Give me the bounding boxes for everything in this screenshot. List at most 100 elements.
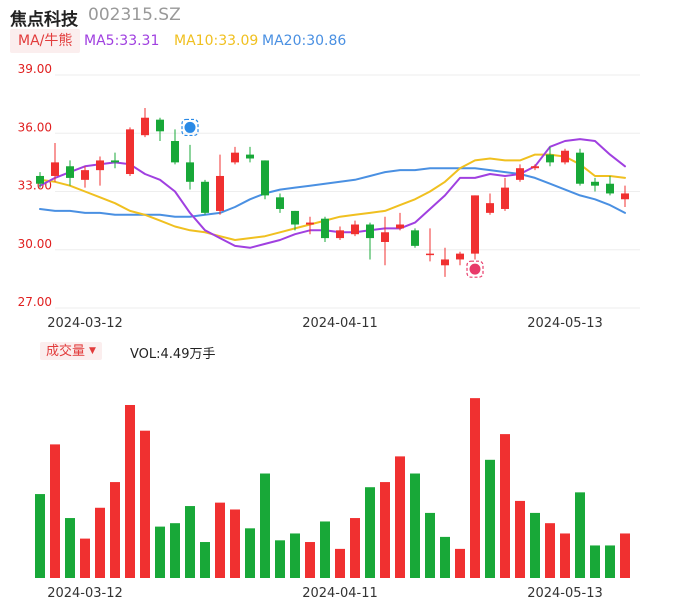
ma5-label: MA5:33.31 [84,33,160,49]
candle-body[interactable] [246,154,254,159]
volume-bar[interactable] [395,456,405,578]
candle-body[interactable] [471,195,479,254]
bear-signal-icon[interactable] [184,121,196,133]
volume-bar[interactable] [380,482,390,578]
volume-bar[interactable] [500,434,510,578]
volume-bar[interactable] [425,512,435,578]
candle-body[interactable] [561,150,569,163]
volume-bar[interactable] [590,545,600,578]
candle-body[interactable] [51,162,59,176]
volume-bar[interactable] [35,494,45,578]
volume-bar[interactable] [335,548,345,578]
y-tick-label: 36.00 [18,120,52,134]
y-tick-label: 30.00 [18,237,52,251]
candle-body[interactable] [621,193,629,200]
volume-bar[interactable] [230,509,240,578]
stock-name: 焦点科技 [10,10,78,30]
candle-body[interactable] [141,117,149,136]
candle-body[interactable] [366,224,374,239]
x-tick-label: 2024-04-11 [302,316,378,331]
volume-bar[interactable] [185,506,195,578]
candle-body[interactable] [96,160,104,171]
candle-body[interactable] [396,224,404,229]
dropdown-triangle-icon: ▼ [89,346,96,356]
volume-bar[interactable] [560,533,570,578]
candle-body[interactable] [501,187,509,209]
candle-body[interactable] [36,175,44,184]
candle-body[interactable] [261,160,269,196]
volume-bar[interactable] [245,528,255,578]
candle-body[interactable] [231,152,239,163]
candle-body[interactable] [111,160,119,163]
volume-bar[interactable] [140,430,150,578]
candle-body[interactable] [606,183,614,194]
candle-body[interactable] [456,253,464,260]
candle-body[interactable] [321,218,329,239]
candle-body[interactable] [381,232,389,242]
candle-body[interactable] [186,162,194,182]
candle-body[interactable] [66,166,74,178]
candle-body[interactable] [81,170,89,180]
candle-body[interactable] [201,181,209,213]
candle-body[interactable] [426,253,434,256]
bear-signal-icon-frame [181,118,199,137]
volume-bar[interactable] [260,473,270,578]
volume-indicator-selector[interactable]: 成交量 ▼ [40,342,102,360]
candle-body[interactable] [546,154,554,163]
volume-bar[interactable] [320,521,330,578]
volume-bar[interactable] [215,502,225,578]
candle-body[interactable] [126,129,134,175]
candle-body[interactable] [306,222,314,225]
volume-bar[interactable] [350,518,360,578]
x-tick-label: 2024-03-12 [47,316,123,331]
candle-body[interactable] [486,203,494,213]
candle-body[interactable] [336,230,344,239]
ma-indicator-selector[interactable]: MA/牛熊 [10,29,81,53]
volume-bar[interactable] [485,459,495,578]
volume-bar[interactable] [455,548,465,578]
volume-bar[interactable] [515,500,525,578]
volume-bar[interactable] [275,540,285,578]
volume-bar[interactable] [95,507,105,578]
volume-bar[interactable] [620,533,630,578]
volume-bar[interactable] [290,533,300,578]
volume-bar[interactable] [575,492,585,578]
volume-bar[interactable] [50,444,60,578]
volume-bar[interactable] [470,398,480,578]
candle-body[interactable] [171,141,179,163]
candle-body[interactable] [291,210,299,225]
x-tick-label: 2024-03-12 [47,586,123,601]
volume-bar[interactable] [200,542,210,578]
volume-bar[interactable] [305,542,315,578]
ma10-line [39,153,626,241]
volume-bar[interactable] [170,523,180,578]
candle-body[interactable] [156,119,164,132]
volume-bar[interactable] [155,526,165,578]
volume-bar[interactable] [65,518,75,578]
candle-body[interactable] [591,181,599,186]
ma20-label: MA20:30.86 [262,33,347,49]
volume-selector-label: 成交量 [46,344,86,359]
candle-body[interactable] [516,168,524,180]
ma20-line [39,167,626,218]
volume-bar[interactable] [125,404,135,578]
volume-bar[interactable] [605,545,615,578]
candle-body[interactable] [531,166,539,169]
candle-body[interactable] [411,230,419,246]
volume-bar[interactable] [365,487,375,578]
candle-body[interactable] [441,259,449,266]
volume-bar[interactable] [545,523,555,578]
candle-body[interactable] [276,197,284,209]
x-tick-label: 2024-05-13 [527,586,603,601]
volume-bar[interactable] [440,536,450,578]
bull-signal-icon[interactable] [469,263,481,275]
candle-body[interactable] [351,224,359,235]
candle-body[interactable] [216,175,224,211]
volume-bar[interactable] [80,538,90,578]
volume-bar[interactable] [410,473,420,578]
candle-body[interactable] [576,152,584,184]
volume-bar[interactable] [530,512,540,578]
volume-value: VOL:4.49万手 [130,347,216,362]
volume-bar[interactable] [110,482,120,578]
